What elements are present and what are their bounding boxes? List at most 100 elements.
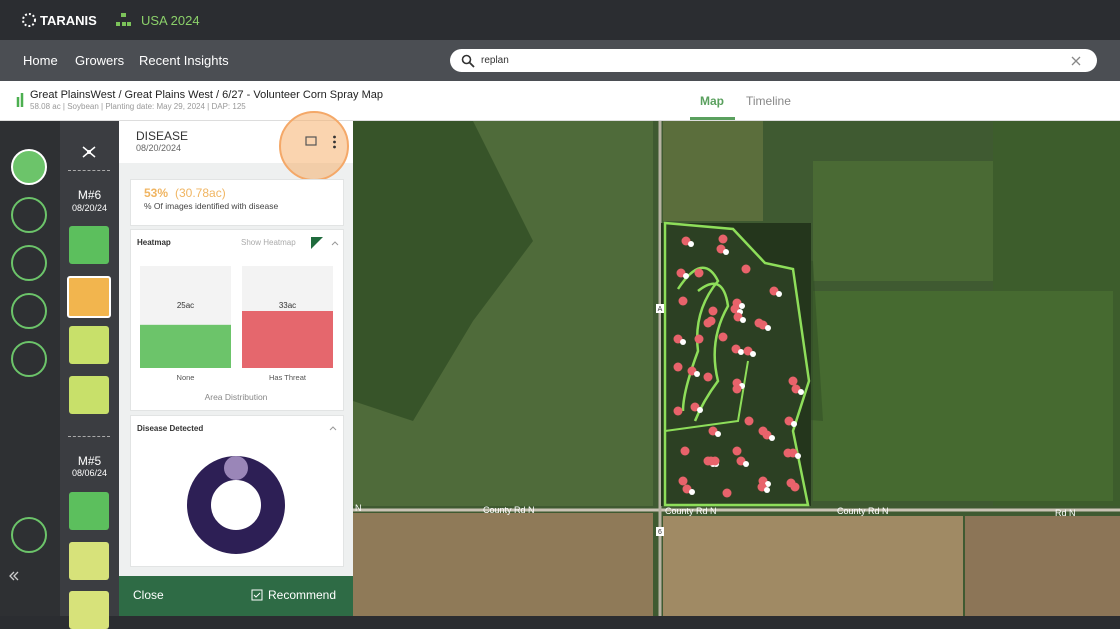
settings-button[interactable] (11, 517, 47, 553)
detection-dot (718, 234, 728, 244)
nav-item[interactable]: Recent Insights (139, 53, 229, 68)
detection-dot (673, 406, 683, 416)
detection-dot (776, 291, 782, 297)
detection-dot (765, 481, 771, 487)
panel-title: DISEASE (136, 129, 189, 143)
breadcrumb: Great PlainsWest / Great Plains West / 6… (30, 89, 383, 101)
layer-tile[interactable] (69, 492, 109, 530)
detection-dot (744, 416, 754, 426)
field-details: 58.08 ac | Soybean | Planting date: May … (30, 102, 246, 111)
layer-tile-selected[interactable] (67, 276, 111, 318)
menu-icon[interactable] (332, 135, 337, 149)
detection-dot (697, 407, 703, 413)
summary-card (130, 179, 344, 226)
nav-item[interactable]: Home (23, 53, 58, 68)
detection-dot (788, 376, 798, 386)
detection-dot (741, 264, 751, 274)
road-label: County Rd N (837, 506, 889, 516)
mission-date: 08/20/24 (71, 203, 108, 213)
clear-icon[interactable] (1071, 56, 1081, 66)
app: TARANIS USA 2024 Home Growers Recent Ins… (0, 13, 1120, 629)
detection-dot (718, 332, 728, 342)
road-label: County Rd N (483, 505, 535, 515)
detection-dot (798, 389, 804, 395)
mission-column (60, 121, 119, 616)
road-label: N (355, 503, 362, 513)
rail-button[interactable] (11, 197, 47, 233)
layer-tile[interactable] (69, 226, 109, 264)
collapse-icon[interactable] (8, 570, 20, 582)
bar-name: Has Threat (269, 373, 307, 382)
detection-dot (722, 488, 732, 498)
layer-tile[interactable] (69, 542, 109, 580)
tab-active[interactable]: Map (700, 94, 724, 108)
comment-icon[interactable] (305, 136, 317, 148)
road-label: Rd N (1055, 508, 1076, 518)
page: Spray Map {"topbar":{"brand":"TARANIS","… (0, 13, 1120, 629)
rail-button[interactable] (11, 245, 47, 281)
detection-dot (790, 482, 800, 492)
region[interactable]: USA 2024 (141, 13, 200, 28)
detection-dot (689, 489, 695, 495)
detection-dot (683, 273, 689, 279)
detection-dot (795, 453, 801, 459)
detection-dot (740, 317, 746, 323)
detection-dot (791, 421, 797, 427)
detection-dot (769, 435, 775, 441)
rail-button[interactable] (11, 149, 47, 185)
tab[interactable]: Timeline (746, 94, 791, 108)
detection-dot (694, 268, 704, 278)
layer-tile[interactable] (69, 376, 109, 414)
detection-dot (706, 316, 716, 326)
bar-chart: 25ac None 33ac Has Threat (140, 266, 333, 382)
rail-button[interactable] (11, 293, 47, 329)
detection-dot (694, 371, 700, 377)
detection-dot (678, 296, 688, 306)
detection-dot (723, 249, 729, 255)
search-text: replan (481, 55, 509, 66)
collapse-caret[interactable] (328, 424, 338, 432)
detection-dot (765, 325, 771, 331)
detection-dot (764, 487, 770, 493)
detection-dot (710, 456, 720, 466)
header (0, 81, 1120, 121)
detection-dot (694, 334, 704, 344)
heatmap-icon[interactable] (310, 236, 340, 250)
logo (22, 13, 36, 27)
separator (68, 436, 110, 437)
separator (68, 170, 110, 171)
area: (30.78ac) (175, 186, 226, 200)
panel-footer (119, 576, 353, 616)
mission-name: M#6 (77, 188, 102, 202)
layer-tile[interactable] (69, 326, 109, 364)
rail-button[interactable] (11, 341, 47, 377)
recommend-icon (251, 589, 263, 601)
road-label: County Rd N (665, 506, 717, 516)
detection-dot (750, 351, 756, 357)
close-button[interactable]: Close (133, 588, 164, 602)
layer-tile[interactable] (69, 591, 109, 629)
search-box[interactable] (450, 49, 1097, 72)
bar (242, 311, 333, 368)
detection-dot (688, 241, 694, 247)
bar-name: None (177, 373, 195, 382)
detection-dot (708, 306, 718, 316)
detection-dot (739, 303, 745, 309)
map[interactable]: County Rd N County Rd N County Rd N Rd N… (353, 121, 1120, 616)
detected-title: Disease Detected (137, 424, 204, 433)
tab-underline (690, 117, 735, 120)
region-icon (116, 13, 131, 26)
drone-icon (82, 146, 96, 158)
bar-label: 33ac (279, 301, 296, 310)
mission-name: M#5 (77, 454, 102, 468)
brand: TARANIS (40, 13, 97, 28)
heatmap-toggle[interactable]: Show Heatmap (241, 238, 296, 247)
recommend-button[interactable]: Recommend (268, 588, 337, 602)
detection-dot (738, 349, 744, 355)
summary-caption: % Of images identified with disease (144, 201, 279, 211)
percent: 53% (144, 186, 169, 200)
nav-item[interactable]: Growers (75, 53, 125, 68)
detection-dot (678, 476, 688, 486)
detection-dot (743, 461, 749, 467)
detection-dot (703, 372, 713, 382)
